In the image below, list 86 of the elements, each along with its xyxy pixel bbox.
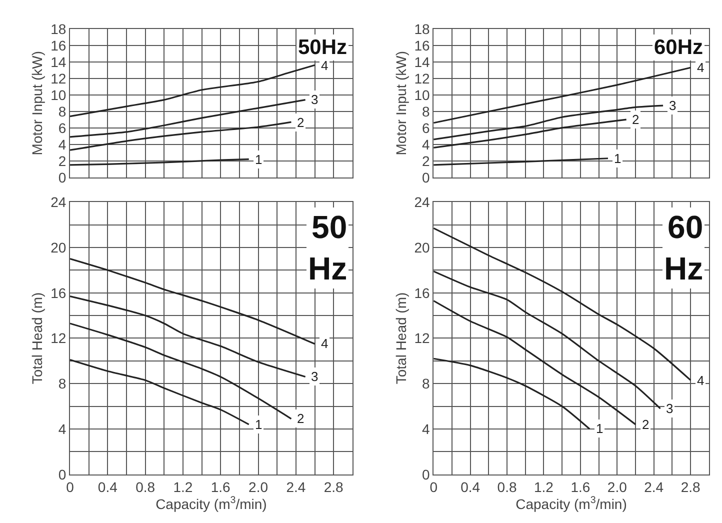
y-tick-label: 24 [50, 194, 66, 210]
line-series [70, 121, 292, 151]
y-tick-label: 4 [58, 420, 66, 437]
y-tick-label: 2 [58, 152, 66, 169]
y-tick-label: 18 [50, 20, 66, 37]
x-tick-label: 1.2 [534, 479, 554, 496]
line-series [434, 300, 636, 426]
y-tick-label: 16 [414, 37, 430, 54]
series-label: 2 [632, 112, 640, 127]
x-tick-label: 1.2 [173, 479, 193, 496]
y-tick-label: 0 [58, 169, 66, 186]
y-tick-label: 16 [414, 284, 430, 301]
y-tick-label: 6 [58, 120, 66, 136]
series-label: 1 [614, 151, 622, 166]
y-tick-label: 18 [414, 20, 430, 37]
y-tick-label: 14 [414, 54, 430, 70]
y-tick-label: 12 [50, 330, 66, 346]
y-tick-label: 0 [58, 466, 66, 482]
annotation: 60 Hz [664, 209, 704, 287]
y-tick-label: 16 [50, 284, 66, 301]
series-label: 2 [297, 411, 304, 426]
y-tick-label: 8 [58, 376, 66, 392]
y-axis-title: Motor Input (kW) [392, 50, 409, 156]
y-tick-label: 6 [422, 120, 430, 136]
series-label: 2 [297, 115, 304, 130]
annotation: 60Hz [654, 36, 704, 59]
y-tick-label: 8 [422, 376, 430, 392]
x-tick-label: 2.8 [680, 479, 701, 496]
y-tick-label: 12 [50, 70, 66, 86]
y-tick-label: 4 [422, 420, 430, 437]
y-tick-label: 12 [414, 330, 430, 346]
y-tick-label: 2 [422, 152, 430, 169]
y-axis-title: Total Head (m) [392, 292, 409, 384]
x-tick-label: 2.8 [324, 479, 344, 496]
y-axis-title: Motor Input (kW) [29, 50, 46, 156]
annotation: 50Hz [298, 36, 348, 59]
annotation: 50 Hz [308, 209, 348, 287]
y-tick-label: 10 [414, 86, 430, 103]
y-tick-label: 10 [50, 86, 66, 103]
line-series [70, 358, 250, 426]
y-tick-label: 12 [414, 70, 430, 86]
y-tick-label: 20 [414, 239, 430, 256]
series-label: 3 [669, 98, 676, 113]
line-series [70, 64, 316, 118]
series-label: 3 [311, 369, 318, 384]
x-axis-title: Capacity (m$^{3}$/min) [156, 495, 267, 512]
line-series [434, 118, 628, 148]
series-label: 3 [666, 401, 674, 416]
series-label: 4 [697, 60, 704, 75]
x-tick-label: 0.8 [136, 479, 156, 496]
y-tick-label: 8 [58, 103, 66, 120]
y-tick-label: 4 [422, 136, 430, 152]
x-tick-label: 0.8 [497, 479, 517, 496]
series-label: 4 [321, 336, 328, 351]
line-series [434, 66, 692, 124]
x-tick-label: 0.4 [460, 479, 480, 496]
x-tick-label: 0.4 [98, 479, 118, 496]
x-tick-label: 1.6 [570, 479, 590, 496]
line-series [434, 270, 662, 410]
series-label: 4 [321, 58, 328, 73]
line-series [70, 99, 306, 138]
x-tick-label: 2.4 [644, 479, 664, 496]
y-axis-title: Total Head (m) [29, 292, 46, 384]
series-label: 3 [311, 92, 318, 107]
y-tick-label: 16 [50, 37, 66, 54]
y-tick-label: 4 [58, 136, 66, 152]
series-label: 4 [697, 373, 704, 388]
y-tick-label: 14 [50, 54, 66, 70]
line-series [70, 322, 292, 420]
x-tick-label: 2.0 [248, 479, 268, 496]
line-series [434, 104, 664, 140]
y-tick-label: 20 [50, 239, 66, 256]
y-tick-label: 24 [414, 194, 430, 210]
line-series [434, 358, 590, 430]
x-tick-label: 1.6 [210, 479, 231, 496]
y-tick-label: 0 [422, 169, 430, 186]
x-axis-title: Capacity (m$^{3}$/min) [516, 495, 627, 512]
series-label: 1 [255, 417, 262, 432]
y-tick-label: 0 [422, 466, 430, 482]
series-label: 1 [596, 421, 604, 436]
x-tick-label: 2.4 [286, 479, 306, 496]
series-label: 1 [255, 152, 262, 167]
line-series [70, 295, 306, 378]
y-tick-label: 8 [422, 103, 430, 120]
series-label: 2 [642, 417, 650, 432]
x-tick-label: 2.0 [607, 479, 628, 496]
